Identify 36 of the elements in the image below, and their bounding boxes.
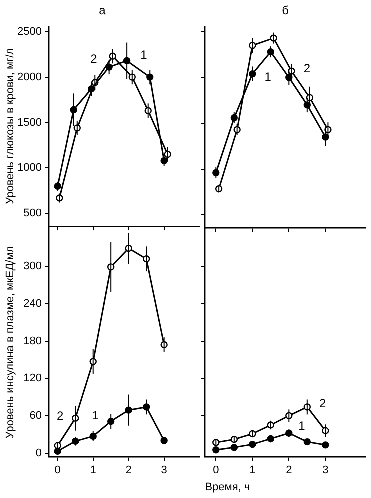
x-tick-label: 1 — [250, 464, 256, 477]
series-label: 2 — [90, 52, 98, 66]
y-tick-label: 1000 — [18, 162, 42, 174]
y-tick-label: 2000 — [18, 71, 42, 84]
chart-title: б — [282, 4, 290, 18]
y-tick-label: 1500 — [18, 116, 42, 129]
y-tick-label: 120 — [24, 372, 42, 385]
x-axis-title: Время, ч — [205, 481, 250, 494]
point — [212, 446, 220, 454]
y-tick-label: 0 — [36, 447, 42, 460]
y-tick-label: 2500 — [18, 26, 42, 38]
y-tick-label: 300 — [24, 260, 42, 273]
x-tick-label: 3 — [322, 464, 329, 477]
point — [230, 444, 238, 452]
point — [322, 442, 330, 449]
y-tick-label: 60 — [30, 410, 42, 422]
series-label: 2 — [304, 62, 311, 76]
y-axis-title: Уровень инсулина в плазме, мкЕД/мл — [4, 246, 17, 439]
x-tick-label: 2 — [126, 464, 132, 477]
chart-title: а — [99, 4, 106, 18]
y-axis-title: Уровень глюкозы в крови, мг/л — [4, 48, 17, 204]
y-tick-label: 500 — [24, 208, 42, 220]
x-tick-label: 0 — [54, 464, 61, 477]
x-tick-label: 3 — [161, 464, 168, 477]
y-tick-label: 180 — [24, 335, 42, 348]
x-tick-label: 2 — [286, 464, 292, 477]
series-label: 1 — [140, 48, 148, 62]
series-label: 1 — [92, 408, 100, 422]
series-label: 2 — [56, 408, 64, 423]
series-label: 2 — [320, 396, 327, 411]
series-label: 1 — [298, 418, 306, 433]
point — [54, 448, 62, 455]
x-tick-label: 0 — [213, 464, 220, 477]
y-tick-label: 240 — [24, 298, 42, 310]
series-label: 1 — [264, 70, 272, 84]
x-tick-label: 1 — [90, 464, 96, 477]
